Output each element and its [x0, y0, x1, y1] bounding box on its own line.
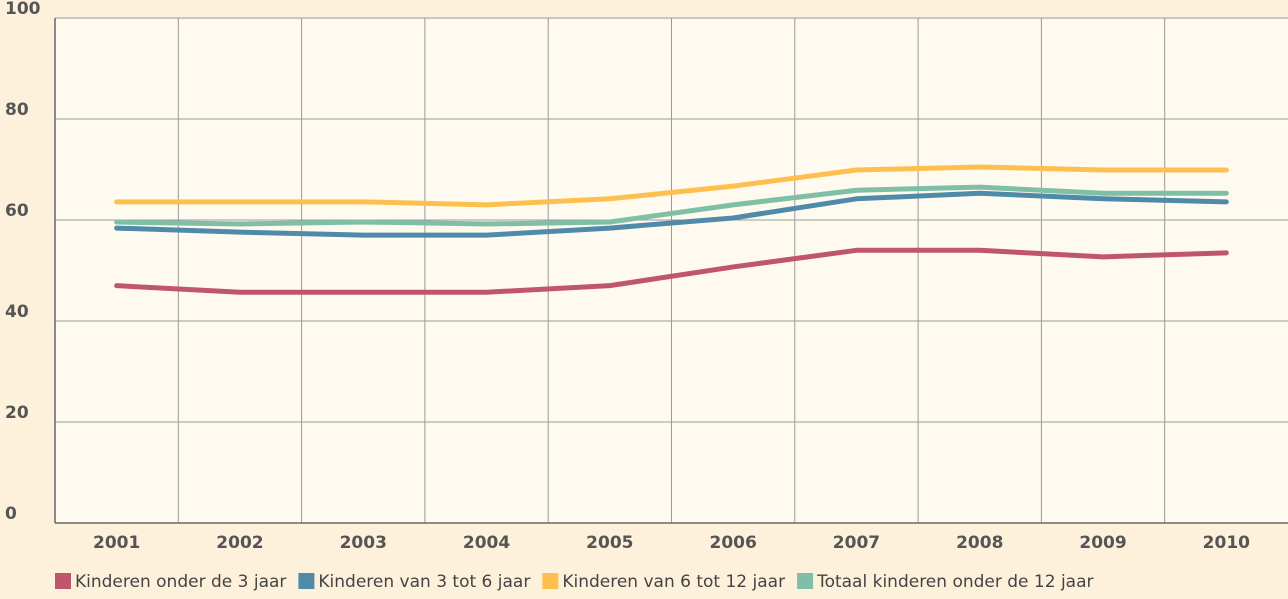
series-line: [114, 190, 1229, 238]
legend-swatch: [797, 573, 814, 589]
x-tick-label: 2009: [1079, 533, 1126, 553]
series-line: [114, 247, 1229, 295]
x-tick-label: 2004: [463, 533, 510, 553]
x-tick-label: 2003: [340, 533, 387, 553]
legend-swatch: [298, 573, 315, 589]
x-tick-label: 2008: [956, 533, 1003, 553]
legend-label: Totaal kinderen onder de 12 jaar: [816, 572, 1093, 592]
series-line: [114, 164, 1229, 208]
y-tick-label: 80: [5, 100, 29, 120]
x-tick-label: 2001: [93, 533, 140, 553]
x-tick-label: 2002: [216, 533, 263, 553]
legend-label: Kinderen onder de 3 jaar: [75, 572, 286, 592]
legend-label: Kinderen van 3 tot 6 jaar: [318, 572, 530, 592]
y-tick-label: 0: [5, 504, 17, 524]
x-tick-label: 2010: [1203, 533, 1250, 553]
y-tick-label: 60: [5, 201, 29, 221]
legend-swatch: [542, 573, 559, 589]
series-line: [114, 184, 1229, 227]
legend-swatch: [55, 573, 71, 589]
x-tick-label: 2007: [833, 533, 880, 553]
y-tick-label: 20: [5, 403, 29, 423]
x-tick-label: 2005: [586, 533, 633, 553]
y-tick-label: 40: [5, 302, 29, 322]
x-tick-label: 2006: [709, 533, 756, 553]
legend-label: Kinderen van 6 tot 12 jaar: [562, 572, 785, 592]
y-tick-label: 100: [5, 0, 41, 19]
